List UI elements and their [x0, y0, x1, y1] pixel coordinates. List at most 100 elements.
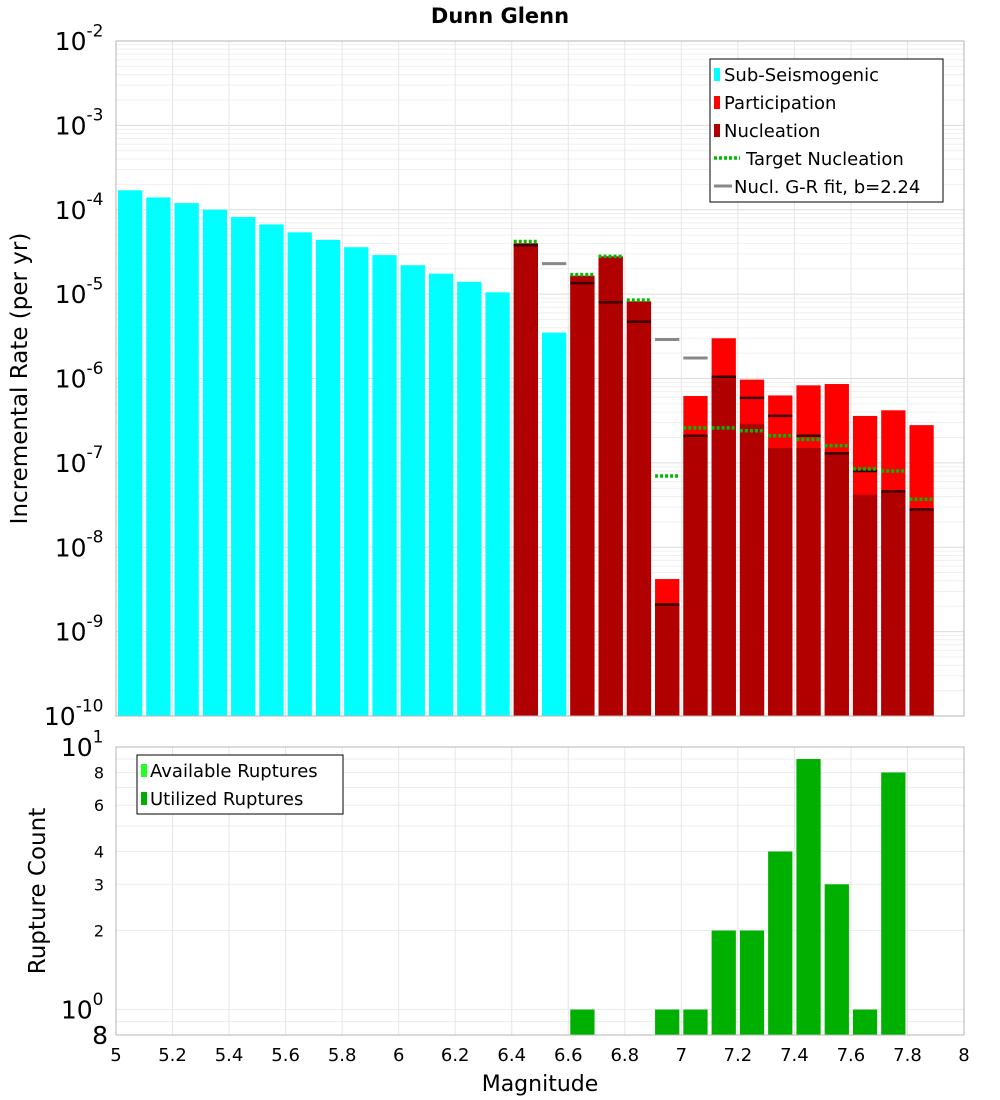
- x-tick-label: 6.8: [610, 1045, 639, 1066]
- x-tick-label: 5.2: [158, 1045, 187, 1066]
- y-tick-label: 8: [94, 763, 104, 782]
- utilized-ruptures-bar: [796, 759, 821, 1035]
- y-tick-label: 8: [92, 1021, 108, 1050]
- sub-seismogenic-bar: [344, 247, 369, 716]
- y-tick-label: 10-8: [55, 528, 104, 563]
- incremental-rate-panel: 10-10 10-9 10-8 10-7 10-6 10-5 10-4 10-3 10-2 Inc…: [7, 21, 965, 731]
- legend-label: Available Ruptures: [150, 761, 318, 782]
- nucleation-bar: [711, 376, 736, 716]
- legend: Sub-Seismogenic Participation Nucleation Ta…: [709, 58, 944, 203]
- utilized-ruptures-bar: [852, 1009, 878, 1035]
- sub-seismogenic-bar: [259, 224, 284, 717]
- sub-seismogenic-bar: [457, 281, 482, 716]
- utilized-ruptures-bar: [881, 772, 906, 1035]
- x-tick-label: 6.2: [441, 1045, 470, 1066]
- legend-swatch: [714, 124, 720, 137]
- x-tick-label: 6: [393, 1045, 404, 1066]
- sub-seismogenic-bar: [315, 239, 341, 716]
- sub-seismogenic-bar: [146, 197, 171, 717]
- legend-swatch: [141, 764, 147, 777]
- nucleation-bar: [739, 423, 765, 716]
- x-tick-label: 5.4: [215, 1045, 244, 1066]
- x-tick-label: 5.8: [328, 1045, 357, 1066]
- sub-seismogenic-bar: [372, 255, 397, 716]
- y-tick-label: 10-6: [55, 359, 104, 394]
- nucleation-bar: [881, 492, 906, 716]
- legend-box: [709, 58, 944, 203]
- y-tick-label: 3: [94, 875, 104, 894]
- x-tick-label: 6.4: [497, 1045, 526, 1066]
- nucleation-bar: [513, 243, 538, 717]
- sub-seismogenic-bar: [400, 265, 425, 716]
- utilized-ruptures-bar: [655, 1009, 680, 1035]
- y-ticks: 10-10 10-9 10-8 10-7 10-6 10-5 10-4 10-3 10-2: [44, 21, 104, 731]
- legend-label: Nucleation: [724, 121, 820, 142]
- y-tick-label: 10-3: [55, 106, 104, 141]
- y-tick-label: 10-2: [55, 21, 104, 56]
- x-tick-label: 5.6: [271, 1045, 300, 1066]
- y-tick-label: 100: [61, 990, 104, 1025]
- sub-seismogenic-bar: [231, 217, 256, 716]
- x-tick-label: 7.4: [780, 1045, 809, 1066]
- nucleation-bar: [796, 448, 821, 716]
- y-tick-label: 10-9: [55, 612, 104, 647]
- nucleation-bar: [598, 256, 623, 716]
- plot-frame: [115, 746, 965, 1036]
- x-tick-label: 8: [958, 1045, 969, 1066]
- nucleation-bar: [852, 494, 878, 716]
- y-tick-label: 2: [94, 922, 104, 941]
- nucleation-bar: [683, 435, 708, 716]
- y-tick-label: 10-4: [55, 190, 104, 225]
- sub-seismogenic-bar: [118, 190, 143, 716]
- y-axis-label: Rupture Count: [25, 808, 51, 974]
- utilized-ruptures-bar: [683, 1009, 708, 1035]
- grid: [115, 41, 965, 717]
- sub-seismogenic-bar: [202, 209, 228, 716]
- bars: [118, 190, 934, 717]
- legend-label: Participation: [724, 93, 836, 114]
- y-tick-label: 4: [94, 842, 104, 861]
- x-tick-label: 6.6: [554, 1045, 583, 1066]
- legend-label: Nucl. G-R fit, b=2.24: [734, 177, 920, 198]
- y-tick-label: 101: [61, 727, 104, 762]
- y-tick-label: 10-10: [44, 696, 104, 731]
- legend-swatch: [714, 68, 720, 81]
- nucleation-bar: [909, 509, 934, 716]
- utilized-ruptures-bar: [739, 930, 765, 1035]
- utilized-ruptures-bar: [768, 851, 793, 1035]
- bars: [570, 759, 906, 1035]
- x-axis-label: Magnitude: [482, 1072, 599, 1097]
- y-tick-label: 6: [94, 796, 104, 815]
- sub-seismogenic-bar: [287, 232, 312, 716]
- legend: Available Ruptures Utilized Ruptures: [136, 754, 344, 815]
- legend-label: Sub-Seismogenic: [724, 65, 879, 86]
- x-tick-label: 7.8: [893, 1045, 922, 1066]
- legend-box: [136, 754, 344, 815]
- legend-label: Target Nucleation: [745, 149, 904, 170]
- nucleation-bar: [570, 275, 595, 716]
- y-tick-label: 10-7: [55, 443, 104, 478]
- sub-seismogenic-bar: [174, 203, 199, 716]
- nucleation-bar: [626, 301, 652, 716]
- legend-swatch: [141, 792, 147, 805]
- x-tick-label: 7.6: [837, 1045, 866, 1066]
- x-tick-label: 7: [676, 1045, 687, 1066]
- legend-swatch: [714, 96, 720, 109]
- utilized-ruptures-bar: [824, 884, 849, 1035]
- legend-label: Utilized Ruptures: [150, 789, 303, 810]
- nucleation-bar: [655, 604, 680, 716]
- nucleation-bar: [768, 448, 793, 716]
- y-tick-label: 10-5: [55, 274, 104, 309]
- nucleation-bar: [824, 453, 849, 716]
- x-tick-label: 7.2: [724, 1045, 753, 1066]
- utilized-ruptures-bar: [570, 1009, 595, 1035]
- sub-seismogenic-bar: [485, 292, 510, 716]
- plot-frame: [115, 40, 965, 717]
- sub-seismogenic-bar: [542, 332, 567, 716]
- utilized-ruptures-bar: [711, 930, 736, 1035]
- x-ticks: 5 5.2 5.4 5.6 5.8 6 6.2 6.4 6.6 6.8 7 7.2 7.4 7.6 7.8 8: [110, 1045, 969, 1066]
- chart-title: Dunn Glenn: [431, 4, 569, 28]
